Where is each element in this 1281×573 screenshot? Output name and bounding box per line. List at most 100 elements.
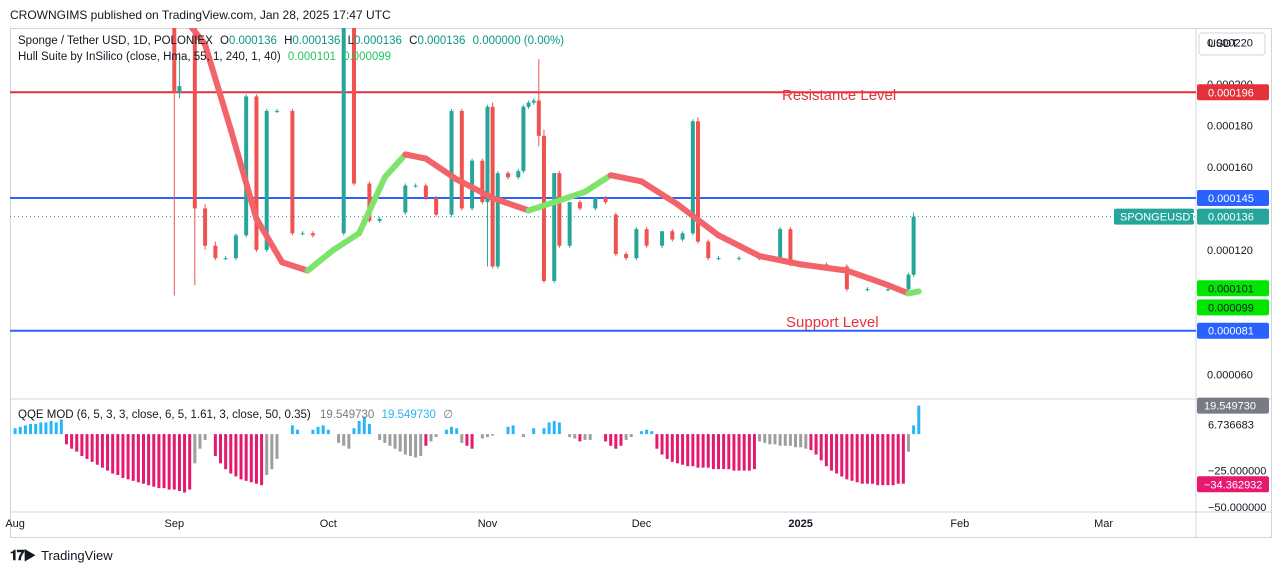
main-legend[interactable]: Sponge / Tether USD, 1D, POLONIEX O0.000… bbox=[18, 35, 564, 47]
qqe-bar bbox=[70, 434, 74, 449]
qqe-bar bbox=[126, 434, 130, 480]
qqe-bar bbox=[54, 422, 58, 435]
candle-body bbox=[254, 96, 259, 250]
qqe-bar bbox=[876, 434, 880, 486]
footer-brand-text: TradingView bbox=[41, 548, 113, 563]
qqe-bar bbox=[198, 434, 202, 449]
candle-body bbox=[577, 202, 582, 209]
hull-segment bbox=[453, 176, 496, 202]
qqe-bar bbox=[778, 434, 782, 446]
footer-brand[interactable]: 𝟏𝟕▶ TradingView bbox=[10, 547, 113, 564]
candle-body bbox=[413, 185, 418, 187]
qqe-bar bbox=[193, 434, 197, 464]
qqe-price-text: −34.362932 bbox=[1204, 479, 1262, 491]
qqe-bar bbox=[727, 434, 731, 470]
qqe-bar bbox=[95, 434, 99, 465]
candle-body bbox=[521, 106, 526, 172]
qqe-bar bbox=[455, 428, 459, 435]
time-tick-label: Feb bbox=[950, 518, 969, 530]
qqe-bar bbox=[891, 434, 895, 486]
qqe-bar bbox=[136, 434, 140, 483]
qqe-bar bbox=[152, 434, 156, 487]
qqe-bar bbox=[403, 434, 407, 455]
qqe-bar bbox=[835, 434, 839, 474]
hull-segment bbox=[582, 172, 614, 195]
qqe-legend[interactable]: QQE MOD (6, 5, 3, 3, close, 6, 5, 1.61, … bbox=[18, 407, 453, 421]
qqe-bar bbox=[573, 434, 577, 439]
qqe-bar bbox=[90, 434, 94, 462]
candle-body bbox=[480, 160, 485, 203]
qqe-bar bbox=[686, 434, 690, 467]
level-price-tag bbox=[1197, 190, 1269, 207]
qqe-bar bbox=[681, 434, 685, 465]
qqe-bar bbox=[290, 425, 294, 435]
qqe-bar bbox=[219, 434, 223, 464]
hull-segment bbox=[797, 261, 850, 274]
qqe-bar bbox=[167, 434, 171, 490]
candle-body bbox=[423, 185, 428, 199]
symbol-tag bbox=[1114, 208, 1194, 225]
qqe-bar bbox=[485, 434, 489, 438]
qqe-bar bbox=[742, 434, 746, 471]
qqe-bar bbox=[722, 434, 726, 470]
qqe-bar bbox=[203, 434, 207, 440]
qqe-bar bbox=[532, 428, 536, 435]
qqe-bar bbox=[260, 434, 264, 486]
hull-segment bbox=[330, 230, 363, 253]
price-label-tag bbox=[1197, 208, 1269, 225]
hull-segment bbox=[202, 41, 234, 133]
qqe-bar bbox=[383, 434, 387, 443]
qqe-histogram bbox=[13, 405, 921, 493]
level-price-tag bbox=[1197, 84, 1269, 101]
price-label-text: 0.000136 bbox=[1208, 212, 1254, 224]
qqe-bar bbox=[783, 434, 787, 446]
qqe-bar bbox=[640, 431, 644, 435]
candle-body bbox=[449, 110, 454, 215]
qqe-bar bbox=[711, 434, 715, 470]
change-value: 0.000000 (0.00%) bbox=[472, 35, 565, 47]
qqe-bar bbox=[773, 434, 777, 445]
hull-value-2: 0.000099 bbox=[343, 51, 392, 63]
qqe-bar bbox=[244, 434, 248, 481]
qqe-bar bbox=[249, 434, 253, 483]
candle-body bbox=[737, 258, 742, 260]
candle-body bbox=[706, 241, 711, 259]
candle-body bbox=[203, 208, 208, 246]
open-value: 0.000136 bbox=[228, 35, 277, 47]
candle-body bbox=[516, 171, 521, 178]
qqe-bar bbox=[147, 434, 151, 486]
qqe-bar bbox=[157, 434, 161, 489]
qqe-bar bbox=[121, 434, 125, 478]
qqe-bar bbox=[460, 434, 464, 443]
qqe-value-2: 19.549730 bbox=[381, 409, 436, 421]
chart-frame[interactable] bbox=[10, 28, 1272, 538]
close-value: 0.000136 bbox=[417, 35, 466, 47]
qqe-bar bbox=[696, 434, 700, 468]
hull-legend[interactable]: Hull Suite by InSilico (close, Hma, 55, … bbox=[18, 51, 391, 63]
candle-body bbox=[244, 96, 249, 236]
candle-body bbox=[300, 233, 305, 235]
qqe-bar bbox=[424, 434, 428, 446]
qqe-bar bbox=[357, 420, 361, 435]
candles bbox=[172, 28, 916, 296]
candle-body bbox=[557, 173, 562, 246]
support-label: Support Level bbox=[786, 314, 879, 331]
qqe-bar bbox=[49, 420, 53, 435]
qqe-bar bbox=[670, 434, 674, 462]
qqe-price-tag bbox=[1197, 476, 1269, 493]
candle-body bbox=[567, 202, 572, 246]
qqe-bar bbox=[814, 434, 818, 455]
hull-segment bbox=[756, 253, 804, 268]
qqe-bar bbox=[234, 434, 238, 477]
qqe-bar bbox=[29, 423, 33, 435]
price-label-text: 0.000101 bbox=[1208, 283, 1254, 295]
level-price-text: 0.000145 bbox=[1208, 193, 1254, 205]
qqe-bar bbox=[378, 434, 382, 440]
qqe-bar bbox=[337, 434, 341, 443]
candle-body bbox=[536, 100, 541, 136]
candle-body bbox=[485, 106, 490, 203]
qqe-bar bbox=[23, 425, 27, 435]
qqe-bar bbox=[552, 420, 556, 435]
qqe-bar bbox=[614, 434, 618, 449]
